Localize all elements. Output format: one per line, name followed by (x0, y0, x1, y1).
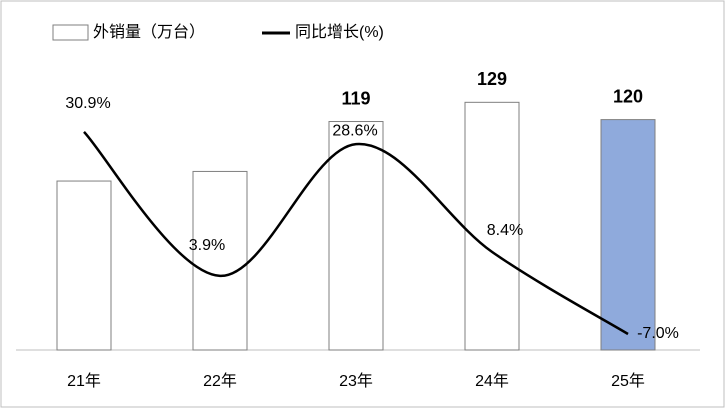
line-value-label: -7.0% (637, 325, 679, 342)
x-tick-label: 23年 (339, 372, 373, 390)
line-value-label: 28.6% (332, 122, 377, 139)
bar (600, 119, 656, 351)
x-tick-label: 25年 (611, 372, 645, 390)
x-tick-label: 21年 (67, 372, 101, 390)
bar (328, 121, 384, 351)
bar-value-label: 120 (613, 86, 643, 106)
bar (56, 180, 112, 351)
x-tick-label: 24年 (475, 372, 509, 390)
line-value-label: 8.4% (487, 222, 523, 239)
bar (192, 170, 248, 351)
legend-label: 同比增长(%) (295, 23, 384, 41)
legend-swatch (52, 24, 89, 41)
legend-label: 外销量（万台） (93, 23, 205, 41)
bar-value-label: 129 (477, 69, 507, 89)
line-value-label: 3.9% (189, 237, 225, 254)
bar-value-label: 119 (341, 88, 370, 108)
bar (464, 101, 520, 351)
line-series (83, 131, 629, 336)
x-tick-label: 22年 (203, 372, 237, 390)
line-value-label: 30.9% (65, 95, 110, 112)
